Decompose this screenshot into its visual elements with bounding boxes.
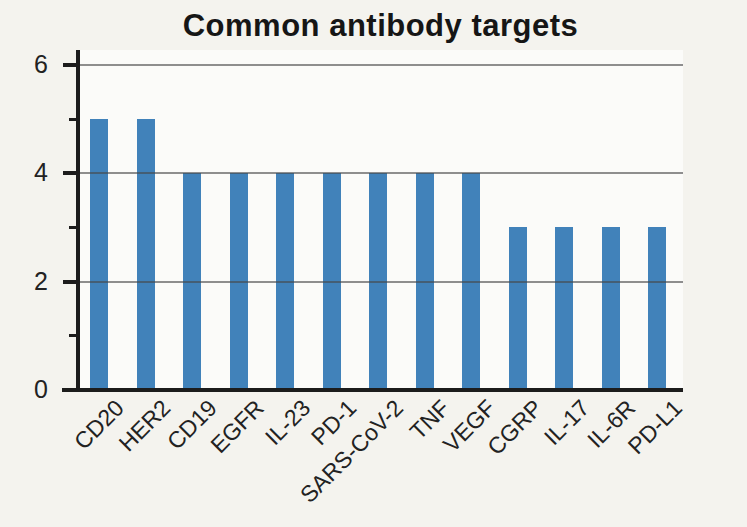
bar-cd20	[90, 119, 108, 388]
y-tick-label-0: 0	[0, 377, 48, 402]
y-major-tick-2	[63, 280, 76, 284]
y-tick-label-4: 4	[0, 160, 48, 185]
gridline-y6	[80, 64, 683, 66]
y-tick-label-2: 2	[0, 269, 48, 294]
y-minor-tick-5	[69, 118, 76, 121]
chart-title: Common antibody targets	[78, 8, 683, 44]
x-tick-label-cd20: CD20	[70, 396, 128, 454]
gridline-y4	[80, 172, 683, 174]
bar-chart: Common antibody targets CD20HER2CD19EGFR…	[0, 0, 747, 527]
bar-cgrp	[509, 227, 527, 388]
x-tick-label-egfr: EGFR	[206, 396, 267, 457]
bar-il-17	[555, 227, 573, 388]
x-axis-line	[62, 388, 683, 392]
y-minor-tick-1	[69, 334, 76, 337]
bar-her2	[137, 119, 155, 388]
x-tick-label-her2: HER2	[115, 396, 175, 456]
y-major-tick-0	[63, 388, 76, 392]
bar-pd-l1	[648, 227, 666, 388]
y-axis-spine	[76, 50, 80, 392]
x-tick-label-il-17: IL-17	[540, 396, 593, 449]
bar-il-6r	[602, 227, 620, 388]
y-major-tick-6	[63, 63, 76, 67]
y-major-tick-4	[63, 171, 76, 175]
gridline-y2	[80, 281, 683, 283]
y-tick-label-6: 6	[0, 52, 48, 77]
x-tick-label-il-23: IL-23	[261, 396, 314, 449]
y-minor-tick-3	[69, 226, 76, 229]
